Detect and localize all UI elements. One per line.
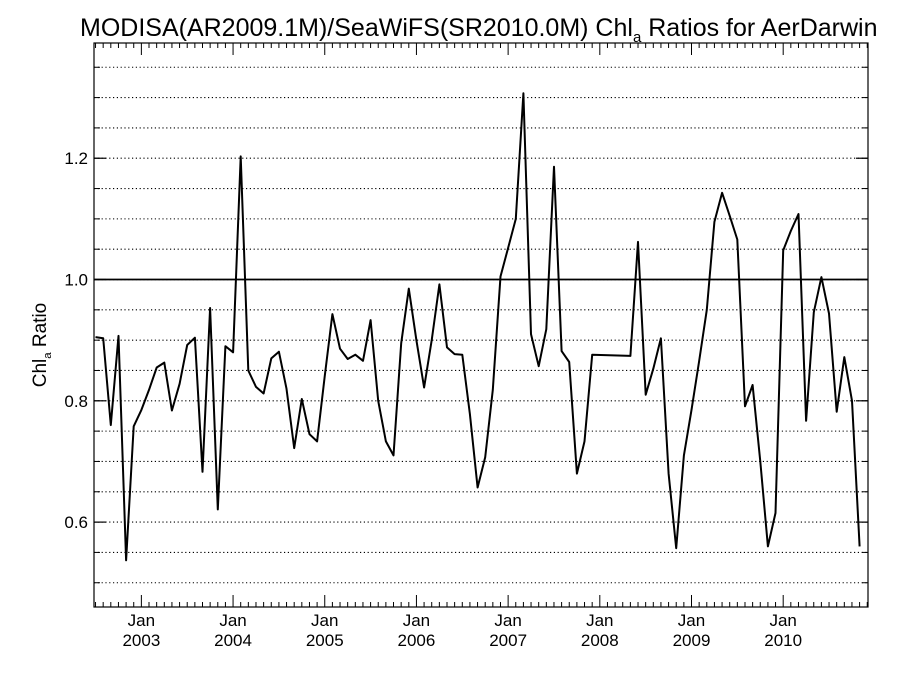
- x-tick-label-month: Jan: [311, 611, 338, 630]
- x-tick-label-month: Jan: [403, 611, 430, 630]
- plot-frame: [93, 42, 869, 608]
- x-tick-label-month: Jan: [128, 611, 155, 630]
- chart-title: MODISA(AR2009.1M)/SeaWiFS(SR2010.0M) Chl…: [80, 14, 878, 46]
- series-group: [95, 92, 861, 562]
- x-tick-label-year: 2003: [122, 631, 160, 650]
- x-tick-label-year: 2006: [398, 631, 436, 650]
- chart-title-subscript: a: [632, 29, 642, 46]
- x-tick-label-year: 2009: [673, 631, 711, 650]
- x-tick-label-year: 2008: [581, 631, 619, 650]
- x-tick-label-month: Jan: [769, 611, 796, 630]
- x-tick-label-year: 2010: [764, 631, 802, 650]
- x-axis: Jan2003Jan2004Jan2005Jan2006Jan2007Jan20…: [95, 43, 868, 650]
- x-tick-label-month: Jan: [678, 611, 705, 630]
- y-tick-label: 1.2: [64, 149, 88, 168]
- y-tick-label: 0.6: [64, 513, 88, 532]
- y-tick-label: 1.0: [64, 271, 88, 290]
- series-line: [95, 92, 861, 562]
- x-tick-label-year: 2005: [306, 631, 344, 650]
- chart-title-suffix: Ratios for AerDarwin: [641, 14, 878, 42]
- x-tick-label-month: Jan: [586, 611, 613, 630]
- x-tick-label-month: Jan: [219, 611, 246, 630]
- x-tick-label-year: 2007: [489, 631, 527, 650]
- y-axis: 0.6 0.8 1.0 1.2: [64, 66, 868, 584]
- y-tick-label: 0.8: [64, 392, 88, 411]
- chart-title-main: MODISA(AR2009.1M)/SeaWiFS(SR2010.0M) Chl: [80, 14, 633, 42]
- x-tick-label-month: Jan: [494, 611, 521, 630]
- x-tick-label-year: 2004: [214, 631, 252, 650]
